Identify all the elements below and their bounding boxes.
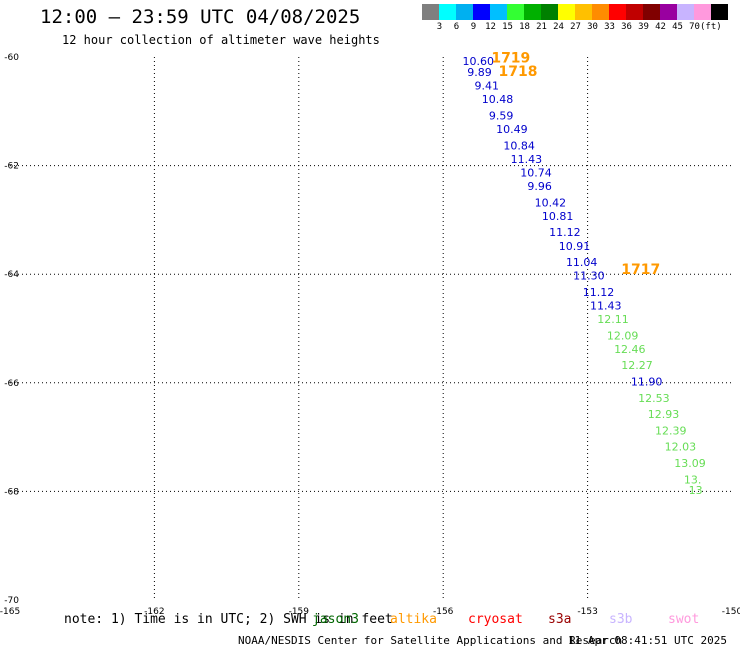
legend-label: 33 — [604, 22, 615, 32]
wave-height-point: 10.60 — [462, 55, 494, 68]
legend-swatch — [473, 4, 490, 20]
legend-label: 27 — [570, 22, 581, 32]
wave-height-point: 10.42 — [535, 196, 567, 209]
x-tick-label: -153 — [577, 607, 597, 617]
legend-label: 39 — [638, 22, 649, 32]
mission-label: swot — [668, 612, 700, 627]
map-subtitle: 12 hour collection of altimeter wave hei… — [62, 33, 380, 47]
legend-unit: (ft) — [700, 22, 722, 32]
legend-label: 9 — [470, 22, 477, 32]
wave-height-point: 12.53 — [638, 392, 670, 405]
legend-label: 3 — [436, 22, 443, 32]
wave-height-point: 12.09 — [607, 329, 639, 342]
mission-label: altika — [390, 612, 437, 627]
y-tick-label: -64 — [4, 270, 19, 280]
legend-swatch — [490, 4, 507, 20]
mission-label: cryosat — [468, 612, 523, 627]
mission-label: s3b — [609, 612, 633, 627]
x-tick-label: -162 — [144, 607, 164, 617]
legend-swatch — [524, 4, 541, 20]
wave-height-point: 12.93 — [648, 408, 680, 421]
x-tick-label: -159 — [289, 607, 310, 617]
legend-swatch — [456, 4, 473, 20]
mission-label: jason3 — [312, 612, 359, 627]
map-title: 12:00 – 23:59 UTC 04/08/2025 — [40, 6, 361, 28]
wave-height-point: 10.84 — [503, 139, 535, 152]
legend-swatch — [626, 4, 643, 20]
legend-swatch — [558, 4, 575, 20]
wave-height-point: 11.12 — [583, 286, 615, 299]
wave-height-point: 9.41 — [474, 80, 499, 93]
y-tick-label: -60 — [4, 53, 19, 63]
x-tick-label: -150 — [722, 607, 740, 617]
pass-time-label: 1719 — [491, 50, 530, 66]
x-tick-label: -165 — [0, 607, 20, 617]
credit-line: NOAA/NESDIS Center for Satellite Applica… — [238, 634, 623, 647]
legend-label: 6 — [453, 22, 460, 32]
wave-height-point: 11.43 — [511, 153, 543, 166]
x-tick-label: -156 — [433, 607, 454, 617]
wave-height-point: 9.96 — [527, 180, 552, 193]
mission-label: s3a — [548, 612, 572, 627]
generation-timestamp: 11 Apr 08:41:51 UTC 2025 — [568, 634, 727, 647]
legend-label: 36 — [621, 22, 632, 32]
legend-label: 21 — [536, 22, 547, 32]
wave-height-point: 11.30 — [573, 270, 605, 283]
legend-swatch — [422, 4, 439, 20]
y-tick-label: -68 — [4, 487, 19, 497]
wave-height-point: 10.81 — [542, 210, 574, 223]
wave-height-point: 11.04 — [566, 256, 598, 269]
legend-swatch — [643, 4, 660, 20]
wave-height-point: 10.49 — [496, 123, 528, 136]
legend-swatch — [592, 4, 609, 20]
wave-height-point: 13 — [689, 484, 703, 497]
wave-height-point: 11.12 — [549, 226, 581, 239]
wave-height-point: 9.59 — [489, 109, 513, 122]
legend-swatch — [507, 4, 524, 20]
wave-height-point: 13. — [684, 473, 702, 486]
legend-label: 15 — [502, 22, 513, 32]
legend-swatch — [439, 4, 456, 20]
legend-swatch — [609, 4, 626, 20]
legend-swatch — [660, 4, 677, 20]
legend-swatch — [694, 4, 711, 20]
wave-height-point: 12.46 — [614, 343, 646, 356]
legend-swatch — [677, 4, 694, 20]
legend-label: 30 — [587, 22, 598, 32]
wave-height-point: 12.11 — [597, 313, 629, 326]
y-tick-label: -70 — [4, 596, 19, 606]
y-tick-label: -66 — [4, 379, 19, 389]
wave-height-point: 11.43 — [590, 299, 622, 312]
pass-time-label: 1717 — [621, 262, 660, 278]
wave-height-point: 12.27 — [621, 359, 653, 372]
legend-label: 12 — [485, 22, 496, 32]
wave-height-point: 12.39 — [655, 424, 687, 437]
legend-swatch — [541, 4, 558, 20]
footer-note: note: 1) Time is in UTC; 2) SWH is in fe… — [64, 612, 393, 627]
wave-height-point: 12.03 — [665, 441, 697, 454]
legend-label: 70 — [689, 22, 700, 32]
legend-label: 18 — [519, 22, 530, 32]
wave-height-point: 10.91 — [559, 240, 591, 253]
y-tick-label: -62 — [4, 162, 19, 172]
legend-label: 45 — [672, 22, 683, 32]
wave-height-point: 10.48 — [482, 93, 514, 106]
legend-swatch — [711, 4, 728, 20]
wave-height-point: 9.89 — [467, 66, 492, 79]
legend-label: 24 — [553, 22, 564, 32]
wave-height-point: 10.74 — [520, 166, 552, 179]
legend-swatch — [575, 4, 592, 20]
wave-height-point: 13.09 — [674, 457, 706, 470]
pass-time-label: 1718 — [499, 64, 538, 80]
legend-label: 42 — [655, 22, 666, 32]
wave-height-point: 11.90 — [631, 376, 663, 389]
